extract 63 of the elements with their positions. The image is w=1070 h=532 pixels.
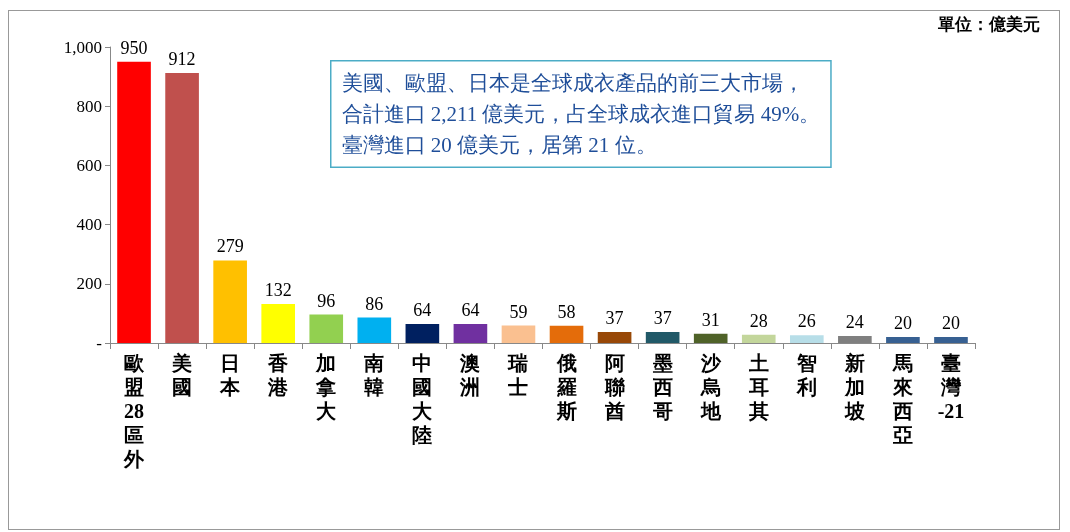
data-label: 58	[557, 301, 576, 322]
x-tick-label: 香港	[267, 352, 290, 398]
data-label: 96	[317, 290, 336, 311]
data-label: 37	[605, 308, 624, 329]
x-tick-label: 澳洲	[459, 352, 481, 398]
y-tick-label: 600	[76, 155, 102, 175]
bar	[549, 325, 584, 343]
data-label: 28	[749, 310, 768, 331]
x-tick-label: 阿聯酋	[603, 352, 626, 422]
x-tick-label: 加拿大	[315, 352, 338, 422]
x-tick-label: 臺灣-21	[937, 352, 965, 422]
x-tick-label: 美國	[171, 352, 193, 398]
x-tick-label: 歐盟28區外	[123, 352, 146, 470]
bar	[405, 324, 440, 343]
bar	[886, 337, 920, 343]
x-tick-label: 南韓	[363, 352, 385, 398]
x-tick-label: 沙烏地	[699, 352, 722, 422]
data-label: 86	[365, 293, 384, 314]
data-label: 950	[120, 37, 148, 58]
bar	[693, 333, 728, 343]
bar	[261, 303, 296, 343]
x-tick-label: 中國大陸	[412, 352, 434, 446]
annotation: 合計進口 2,211 億美元，占全球成衣進口貿易 49%。	[341, 102, 821, 126]
x-tick-label: 墨西哥	[651, 352, 673, 422]
data-label: 64	[413, 300, 432, 321]
bar	[165, 73, 199, 343]
y-tick-label: 1,000	[63, 37, 102, 57]
text: 單位：億美元	[937, 15, 1040, 34]
x-tick-label: 俄羅斯	[555, 352, 577, 422]
bar	[453, 324, 488, 343]
bar	[357, 317, 392, 343]
data-label: 26	[797, 311, 816, 332]
bar	[645, 332, 680, 343]
y-tick-label: 800	[76, 96, 102, 116]
y-tick-label: -	[96, 333, 103, 353]
data-label: 132	[264, 279, 292, 300]
data-label: 279	[216, 236, 244, 257]
y-tick-label: 400	[76, 215, 102, 235]
x-tick-label: 智利	[795, 352, 817, 398]
data-label: 31	[701, 309, 720, 330]
bar	[597, 332, 632, 343]
annotation: 臺灣進口 20 億美元，居第 21 位。	[341, 133, 657, 157]
bar	[117, 61, 151, 343]
y-tick-label: 200	[76, 274, 102, 294]
x-tick-label: 土耳其	[747, 352, 769, 422]
data-label: 912	[168, 49, 196, 70]
bar	[213, 260, 247, 343]
data-label: 20	[941, 313, 960, 334]
data-label: 59	[509, 301, 528, 322]
bar	[501, 325, 536, 343]
bar	[741, 334, 776, 343]
x-tick-label: 瑞士	[507, 352, 529, 398]
x-tick-label: 日本	[219, 352, 242, 398]
data-label: 64	[461, 300, 480, 321]
bar	[309, 314, 344, 343]
x-tick-label: 新加坡	[843, 352, 865, 422]
data-label: 37	[653, 308, 672, 329]
bar	[934, 337, 968, 343]
x-tick-label: 馬來西亞	[891, 352, 913, 446]
annotation: 美國、歐盟、日本是全球成衣產品的前三大市場，	[341, 71, 804, 95]
bar	[789, 335, 824, 343]
data-label: 24	[845, 311, 864, 332]
data-label: 20	[893, 313, 912, 334]
